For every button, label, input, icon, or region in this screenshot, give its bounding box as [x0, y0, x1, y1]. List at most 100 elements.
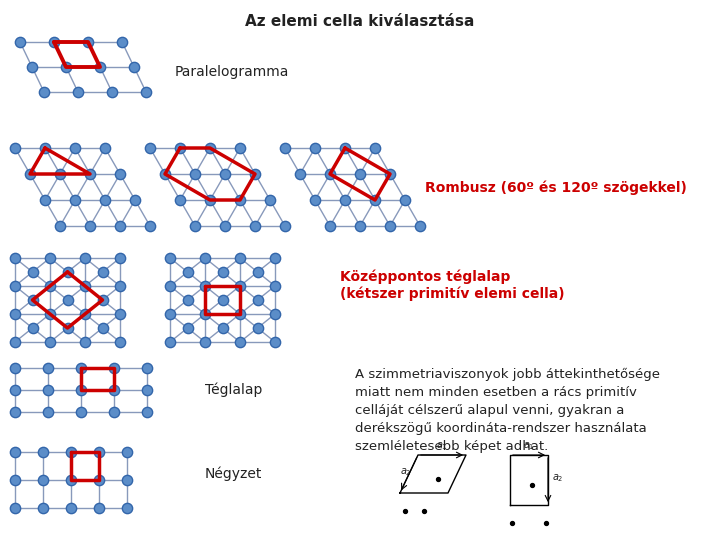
Point — [141, 408, 153, 416]
Point — [76, 386, 86, 394]
Point — [44, 338, 55, 346]
Point — [39, 144, 50, 152]
Point — [37, 448, 49, 456]
Point — [44, 282, 55, 291]
Point — [114, 282, 126, 291]
Point — [249, 222, 261, 231]
Point — [354, 222, 366, 231]
Point — [399, 195, 410, 204]
Point — [76, 363, 86, 372]
Point — [9, 309, 21, 318]
Point — [128, 63, 140, 71]
Point — [384, 222, 396, 231]
Point — [96, 323, 108, 332]
Point — [66, 448, 77, 456]
Point — [79, 282, 91, 291]
Point — [42, 363, 54, 372]
Point — [66, 504, 77, 512]
Point — [219, 222, 230, 231]
Point — [24, 170, 36, 178]
Point — [42, 386, 54, 394]
Point — [199, 254, 211, 262]
Point — [164, 282, 176, 291]
Point — [310, 195, 321, 204]
Point — [354, 170, 366, 178]
Point — [234, 144, 246, 152]
Point — [37, 476, 49, 484]
Point — [164, 254, 176, 262]
Point — [540, 519, 552, 528]
Point — [94, 448, 105, 456]
Point — [9, 504, 21, 512]
Point — [79, 338, 91, 346]
Point — [69, 144, 81, 152]
Point — [114, 309, 126, 318]
Point — [217, 323, 228, 332]
Point — [294, 170, 306, 178]
Text: $a_1$: $a_1$ — [436, 440, 448, 452]
Point — [84, 222, 96, 231]
Point — [234, 195, 246, 204]
Point — [384, 170, 396, 178]
Point — [234, 254, 246, 262]
Point — [339, 195, 351, 204]
Point — [121, 476, 132, 484]
Point — [66, 476, 77, 484]
Point — [269, 282, 281, 291]
Point — [121, 504, 132, 512]
Point — [144, 222, 156, 231]
Point — [164, 309, 176, 318]
Point — [264, 195, 276, 204]
Point — [181, 268, 193, 276]
Point — [62, 323, 73, 332]
Point — [174, 144, 186, 152]
Point — [140, 87, 152, 96]
Point — [26, 63, 37, 71]
Point — [234, 309, 246, 318]
Point — [204, 195, 216, 204]
Text: Téglalap: Téglalap — [205, 383, 262, 397]
Point — [54, 170, 66, 178]
Point — [199, 282, 211, 291]
Point — [44, 254, 55, 262]
Text: $a_1$: $a_1$ — [523, 440, 535, 452]
Point — [174, 195, 186, 204]
Point — [114, 170, 126, 178]
Point — [159, 170, 171, 178]
Point — [108, 363, 120, 372]
Point — [181, 296, 193, 305]
Point — [38, 87, 50, 96]
Point — [94, 504, 105, 512]
Point — [84, 170, 96, 178]
Text: $a_2$: $a_2$ — [400, 466, 412, 478]
Point — [9, 254, 21, 262]
Point — [48, 38, 60, 46]
Point — [96, 296, 108, 305]
Point — [42, 408, 54, 416]
Point — [189, 170, 201, 178]
Point — [144, 144, 156, 152]
Point — [414, 222, 426, 231]
Point — [269, 254, 281, 262]
Point — [69, 195, 81, 204]
Text: A szimmetriaviszonyok jobb áttekinthetősége
miatt nem minden esetben a rács prim: A szimmetriaviszonyok jobb áttekinthetős… — [355, 368, 660, 453]
Point — [234, 282, 246, 291]
Point — [9, 338, 21, 346]
Point — [252, 268, 264, 276]
Point — [37, 504, 49, 512]
Point — [114, 222, 126, 231]
Point — [189, 222, 201, 231]
Point — [9, 386, 21, 394]
Point — [279, 144, 291, 152]
Point — [199, 309, 211, 318]
Point — [217, 268, 228, 276]
Point — [219, 170, 230, 178]
Point — [114, 338, 126, 346]
Point — [9, 363, 21, 372]
Point — [506, 519, 518, 528]
Point — [121, 448, 132, 456]
Point — [99, 144, 111, 152]
Point — [418, 507, 430, 515]
Point — [79, 254, 91, 262]
Point — [27, 268, 38, 276]
